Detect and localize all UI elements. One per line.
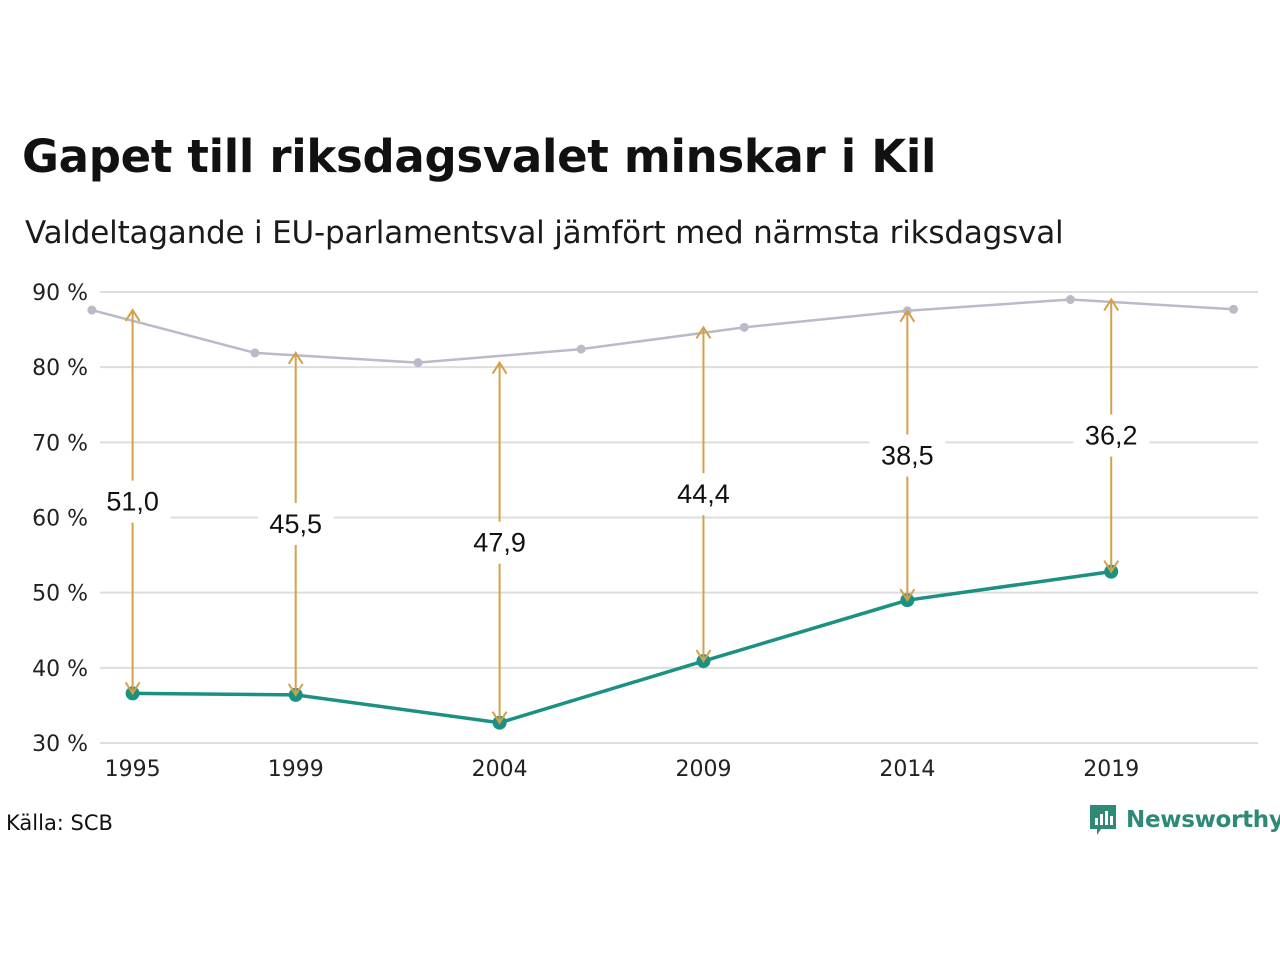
gap-arrowhead-top — [899, 308, 916, 323]
x-tick-label: 1999 — [268, 757, 324, 782]
gap-label-bg — [869, 434, 946, 477]
gap-arrowhead-bottom — [899, 588, 916, 603]
newsworthy-logo-icon — [1090, 805, 1116, 835]
gap-arrowhead-bottom — [1103, 560, 1120, 574]
riksdag-point — [87, 305, 97, 315]
gap-arrowhead-top — [1103, 297, 1120, 312]
source-note: Källa: SCB — [6, 811, 113, 835]
x-tick-label: 2009 — [675, 757, 731, 782]
x-tick-label: 1995 — [105, 757, 161, 782]
riksdag-point — [576, 344, 586, 354]
y-tick-label: 30 % — [32, 732, 88, 757]
y-axis-ticks: 30 % 40 % 50 % 60 % 70 % 80 % 90 % — [32, 281, 88, 757]
x-axis-ticks: 1995 1999 2004 2009 2014 2019 — [105, 757, 1140, 782]
riksdag-point — [1065, 295, 1075, 305]
y-tick-label: 50 % — [32, 582, 88, 607]
riksdag-point — [250, 348, 260, 358]
series-riksdag — [87, 295, 1239, 368]
x-tick-label: 2014 — [879, 757, 935, 782]
y-tick-label: 80 % — [32, 356, 88, 381]
gap-arrowhead-bottom — [491, 711, 508, 725]
riksdag-point — [413, 358, 423, 368]
gap-label: 47,9 — [473, 528, 526, 558]
y-tick-label: 60 % — [32, 507, 88, 532]
brand-logo[interactable]: Newsworthy — [1088, 803, 1280, 837]
riksdag-line — [91, 298, 1234, 364]
gap-arrowhead-top — [491, 360, 508, 375]
gap-arrowhead-top — [124, 308, 141, 322]
gap-arrowhead-bottom — [287, 683, 304, 697]
gap-arrowhead-bottom — [124, 681, 141, 696]
series-eu — [125, 564, 1119, 730]
gap-label: 51,0 — [106, 487, 159, 517]
x-tick-label: 2004 — [472, 757, 528, 782]
gap-label-bg — [257, 502, 334, 545]
gap-label: 44,4 — [677, 479, 730, 509]
gap-labels: 51,0 45,5 47,9 44,4 38,5 36,2 — [94, 414, 1150, 564]
gap-arrowhead-top — [695, 325, 712, 339]
eu-line — [132, 569, 1112, 725]
brand-name: Newsworthy — [1126, 807, 1280, 833]
grid-lines — [100, 291, 1258, 744]
gap-label-bg — [461, 521, 538, 564]
gap-label-bg — [1073, 414, 1150, 457]
gap-arrowhead-bottom — [695, 649, 712, 663]
gap-label: 45,5 — [269, 509, 322, 539]
gap-label: 38,5 — [881, 440, 934, 470]
gap-label-bg — [94, 480, 171, 523]
chart-title: Gapet till riksdagsvalet minskar i Kil — [22, 130, 937, 183]
gap-arrowhead-top — [287, 351, 304, 365]
chart-subtitle: Valdeltagande i EU-parlamentsval jämfört… — [25, 215, 1064, 251]
gap-label-bg — [665, 473, 742, 516]
y-tick-label: 90 % — [32, 281, 88, 306]
riksdag-point — [1229, 304, 1239, 314]
y-tick-label: 40 % — [32, 657, 88, 682]
gap-label: 36,2 — [1085, 421, 1138, 451]
x-tick-label: 2019 — [1083, 757, 1139, 782]
y-tick-label: 70 % — [32, 431, 88, 456]
riksdag-point — [739, 322, 749, 332]
